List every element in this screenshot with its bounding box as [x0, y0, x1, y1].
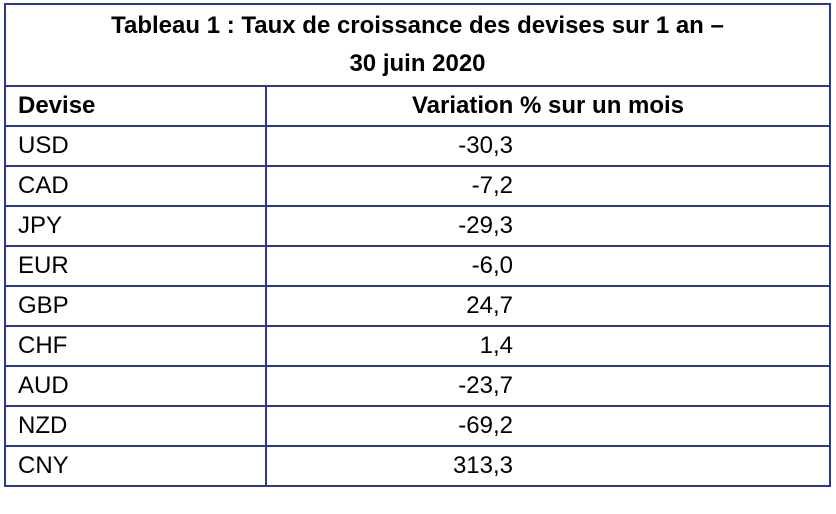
- variation-cell: -7,2: [265, 165, 831, 207]
- title-line: 30 juin 2020: [349, 50, 486, 77]
- table-row: CHF 1,4: [4, 325, 831, 367]
- currency-cell: NZD: [4, 405, 267, 447]
- table-row: CAD -7,2: [4, 165, 831, 207]
- variation-cell: -29,3: [265, 205, 831, 247]
- table-row: AUD -23,7: [4, 365, 831, 407]
- variation-cell: 1,4: [265, 325, 831, 367]
- variation-cell: -23,7: [265, 365, 831, 407]
- currency-cell: EUR: [4, 245, 267, 287]
- table-row: GBP 24,7: [4, 285, 831, 327]
- header-cell: Devise: [4, 85, 267, 127]
- variation-cell: -69,2: [265, 405, 831, 447]
- variation-cell: -30,3: [265, 125, 831, 167]
- currency-cell: JPY: [4, 205, 267, 247]
- variation-cell: 313,3: [265, 445, 831, 487]
- table-title: Tableau 1 : Taux de croissance des devis…: [4, 3, 831, 87]
- header-cell: Variation % sur un mois: [265, 85, 831, 127]
- table-body: Tableau 1 : Taux de croissance des devis…: [4, 3, 831, 487]
- table-row: EUR -6,0: [4, 245, 831, 287]
- variation-cell: -6,0: [265, 245, 831, 287]
- table-row: CNY 313,3: [4, 445, 831, 487]
- title-line: Tableau 1 : Taux de croissance des devis…: [111, 12, 724, 39]
- data-table: Tableau 1 : Taux de croissance des devis…: [4, 3, 831, 487]
- table-row: USD -30,3: [4, 125, 831, 167]
- currency-cell: CAD: [4, 165, 267, 207]
- currency-cell: USD: [4, 125, 267, 167]
- table-row: NZD -69,2: [4, 405, 831, 447]
- header-row: Devise Variation % sur un mois: [4, 85, 831, 127]
- table-row: JPY -29,3: [4, 205, 831, 247]
- currency-cell: GBP: [4, 285, 267, 327]
- currency-cell: CHF: [4, 325, 267, 367]
- currency-cell: CNY: [4, 445, 267, 487]
- title-row: Tableau 1 : Taux de croissance des devis…: [4, 3, 831, 87]
- currency-cell: AUD: [4, 365, 267, 407]
- variation-cell: 24,7: [265, 285, 831, 327]
